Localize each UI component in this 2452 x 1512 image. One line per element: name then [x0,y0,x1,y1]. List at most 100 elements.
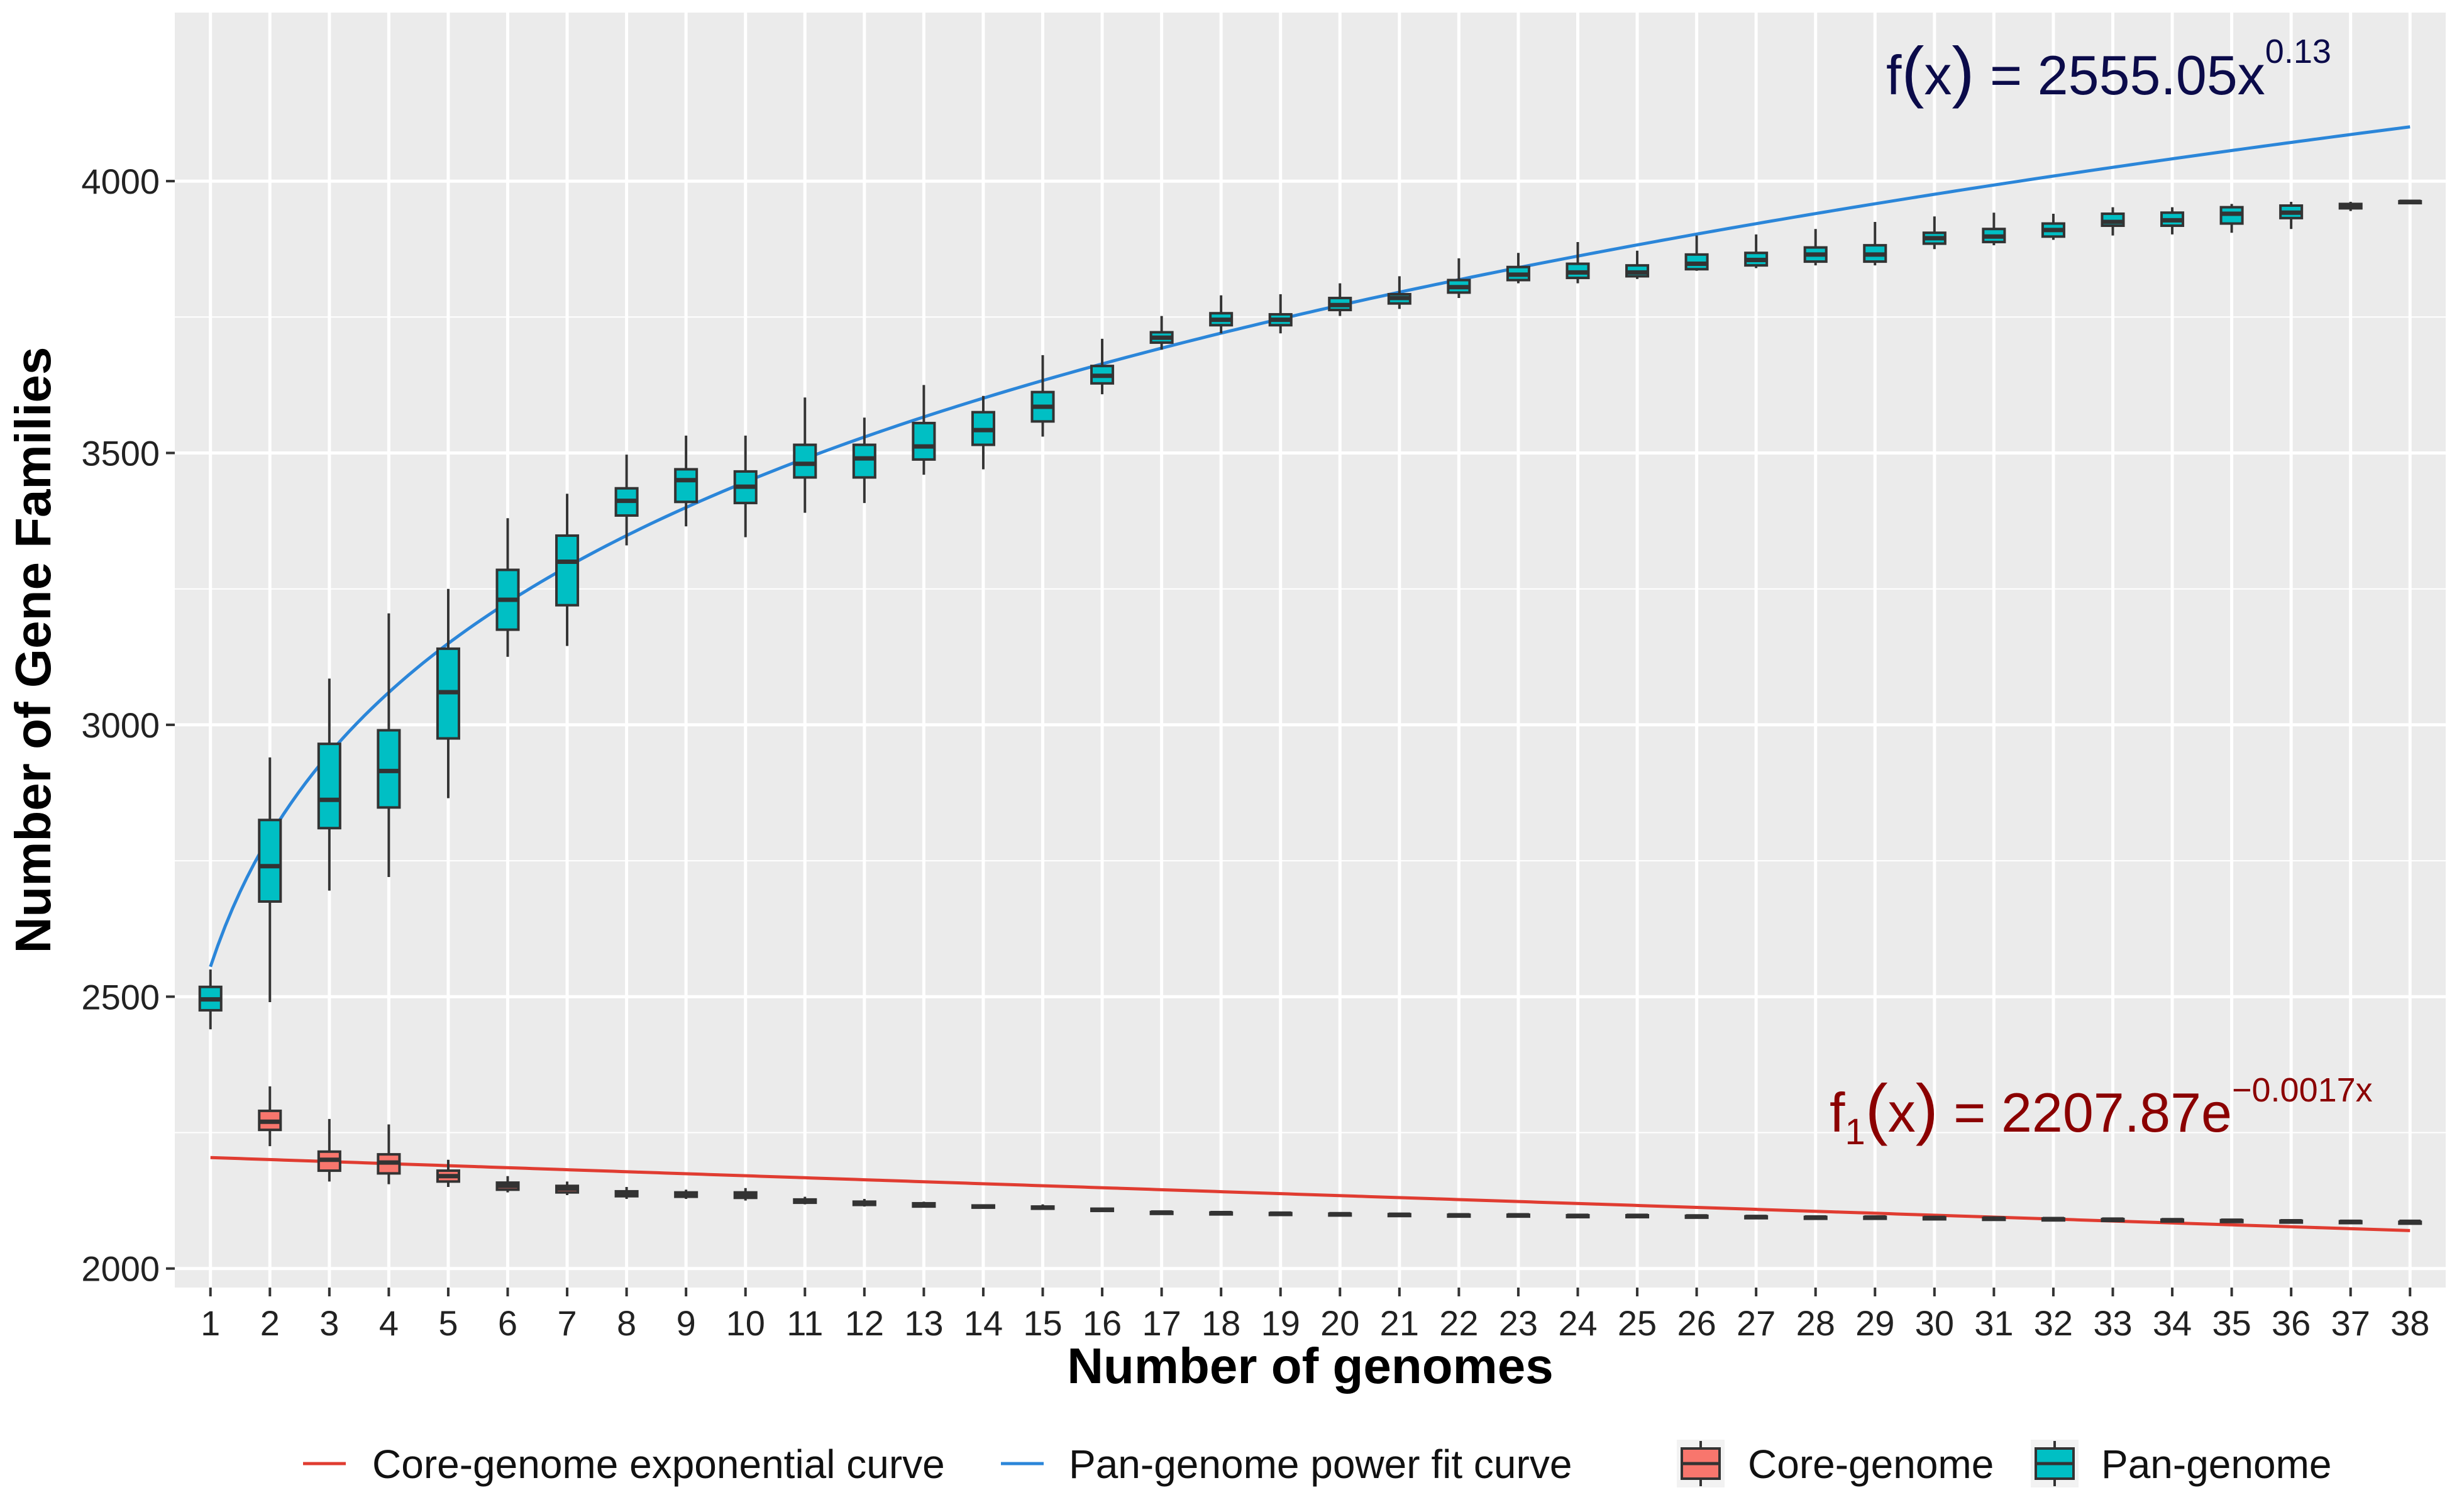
x-tick-label: 20 [1320,1303,1359,1343]
core-genome-box [852,1199,876,1207]
core-genome-box [1209,1211,1234,1216]
pan-genome-box [495,518,520,657]
x-tick-label: 25 [1618,1303,1657,1343]
pan-genome-box [733,435,758,538]
x-tick-label: 36 [2272,1303,2311,1343]
pan-genome-box [1803,229,1828,266]
x-tick-label: 14 [964,1303,1003,1343]
core-genome-box [1863,1215,1887,1220]
x-axis-ticks: 1 2 3 4 5 6 7 8 9 10 11 12 13 14 15 16 17 18 19 20 21 22 23 24 2… [201,1288,2429,1343]
x-axis-title: Number of genomes [1067,1338,1553,1394]
x-tick-label: 29 [1855,1303,1894,1343]
core-genome-box [2338,1219,2363,1225]
pan-eq-rhs: = 2555.05x [1974,44,2265,106]
box-body [555,534,580,607]
pan-genome-box [258,757,282,1002]
pan-genome-box [2398,199,2422,205]
legend-label-pan-box: Pan-genome [2101,1442,2331,1487]
x-tick-label: 3 [319,1303,339,1343]
x-tick-label: 24 [1558,1303,1597,1343]
x-tick-label: 35 [2212,1303,2251,1343]
pan-genome-box [1447,258,1471,299]
pan-genome-box [198,969,223,1030]
pan-genome-box [852,417,876,504]
plot-panel [175,13,2446,1288]
x-tick-label: 33 [2093,1303,2132,1343]
y-tick-label: 2000 [81,1249,160,1289]
core-genome-box [1447,1213,1471,1218]
x-tick-label: 26 [1677,1303,1716,1343]
y-axis-title: Number of Gene Families [5,347,61,954]
pan-eq-prefix: f [1886,44,1902,106]
pan-genome-box [2338,201,2363,211]
pan-eq-exponent: 0.13 [2265,33,2331,70]
core-genome-box [495,1176,520,1193]
core-genome-box [1506,1213,1530,1218]
core-genome-box [1090,1207,1115,1213]
core-genome-box [2041,1217,2065,1222]
core-genome-box [971,1204,995,1209]
x-tick-label: 2 [260,1303,280,1343]
core-genome-box [1744,1215,1769,1220]
x-tick-label: 34 [2153,1303,2192,1343]
core-eq-exponent: −0.0017x [2232,1071,2373,1109]
core-genome-box [1268,1211,1293,1217]
legend-label-core-box: Core-genome [1748,1442,1994,1487]
core-genome-box [1982,1216,2006,1222]
core-genome-box [2398,1219,2422,1225]
pan-genome-box [1209,295,1234,334]
core-genome-box [793,1196,817,1205]
core-genome-box [377,1124,401,1184]
x-tick-label: 9 [677,1303,696,1343]
pan-genome-box [2160,207,2185,235]
grid-major [175,13,2446,1288]
box-body [317,742,341,830]
core-genome-box [912,1201,936,1208]
x-tick-label: 37 [2331,1303,2370,1343]
pan-genome-box [674,435,699,527]
legend: Core-genome exponential curve Pan-genome… [303,1440,2331,1487]
y-tick-label: 4000 [81,162,160,201]
pan-eq-open: ( [1901,33,1924,109]
x-tick-label: 16 [1083,1303,1122,1343]
pan-eq-var: x [1924,44,1952,106]
grid-minor [175,316,2446,1134]
pan-fit-equation: f(x) = 2555.05x0.13 [1886,33,2331,109]
core-genome-box [1803,1215,1828,1220]
pan-eq-close: ) [1952,33,1974,109]
pan-genome-box [317,678,341,891]
core-genome-box [2279,1218,2304,1224]
legend-label-pan-curve: Pan-genome power fit curve [1069,1442,1572,1487]
core-eq-close: ) [1916,1070,1938,1146]
x-tick-label: 28 [1796,1303,1835,1343]
core-genome-box [2101,1217,2125,1223]
x-tick-label: 8 [617,1303,636,1343]
core-eq-rhs: = 2207.87e [1938,1081,2232,1144]
x-tick-label: 4 [379,1303,399,1343]
legend-key-pan-box [2031,1440,2079,1487]
x-tick-label: 38 [2390,1303,2429,1343]
pan-genome-box [1863,221,1887,266]
pan-genome-box [614,455,639,546]
core-eq-var: x [1888,1081,1916,1144]
core-genome-box [2219,1218,2244,1223]
x-tick-label: 10 [726,1303,765,1343]
core-genome-box [1328,1211,1352,1217]
core-genome-box [1030,1204,1055,1210]
x-tick-label: 22 [1439,1303,1478,1343]
boxplots [198,199,2422,1225]
pan-genome-box [2219,204,2244,233]
box-body [793,443,817,479]
core-fit-equation: f1(x) = 2207.87e−0.0017x [1830,1070,2373,1152]
box-body [912,421,936,461]
pan-genome-box [1328,283,1352,316]
x-tick-label: 30 [1915,1303,1954,1343]
pan-genome-box [377,613,401,878]
x-tick-label: 5 [438,1303,458,1343]
y-axis-ticks: 2000 2500 3000 3500 4000 [81,162,175,1289]
x-tick-label: 19 [1261,1303,1300,1343]
pan-genome-box [793,397,817,513]
x-tick-label: 6 [498,1303,517,1343]
x-tick-label: 21 [1380,1303,1419,1343]
